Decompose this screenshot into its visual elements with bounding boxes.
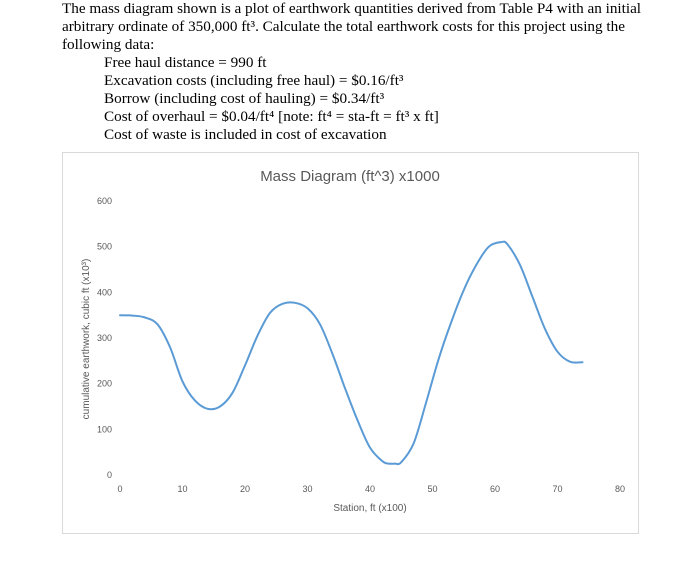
mass-diagram-line xyxy=(119,240,584,466)
x-tick-label: 30 xyxy=(302,484,312,494)
x-tick-label: 50 xyxy=(427,484,437,494)
y-tick-label: 400 xyxy=(97,287,112,297)
given-excavation-cost: Excavation costs (including free haul) =… xyxy=(104,72,404,89)
given-borrow-cost: Borrow (including cost of hauling) = $0.… xyxy=(104,90,385,107)
given-waste-note: Cost of waste is included in cost of exc… xyxy=(104,126,387,143)
y-tick-label: 0 xyxy=(107,470,112,480)
problem-intro-line-3: following data: xyxy=(62,36,155,53)
x-tick-labels: 0 10 20 30 40 50 60 70 80 xyxy=(117,484,625,494)
chart-title: Mass Diagram (ft^3) x1000 xyxy=(260,168,440,185)
x-tick-label: 0 xyxy=(117,484,122,494)
y-tick-labels: 0 100 200 300 400 500 600 xyxy=(97,196,112,480)
problem-intro-line-2: arbitrary ordinate of 350,000 ft³. Calcu… xyxy=(62,18,625,35)
y-tick-label: 100 xyxy=(97,424,112,434)
y-tick-label: 600 xyxy=(97,196,112,206)
y-tick-label: 300 xyxy=(97,333,112,343)
given-overhaul-cost: Cost of overhaul = $0.04/ft⁴ [note: ft⁴ … xyxy=(104,108,439,125)
problem-statement: The mass diagram shown is a plot of eart… xyxy=(62,0,662,144)
x-tick-label: 80 xyxy=(615,484,625,494)
given-free-haul: Free haul distance = 990 ft xyxy=(104,54,267,71)
mass-diagram-chart: Mass Diagram (ft^3) x1000 Station, ft (x… xyxy=(62,152,639,534)
x-tick-label: 40 xyxy=(365,484,375,494)
x-tick-label: 10 xyxy=(177,484,187,494)
x-axis-label: Station, ft (x100) xyxy=(333,503,406,514)
y-tick-label: 500 xyxy=(97,242,112,252)
given-data-list: Free haul distance = 990 ft Excavation c… xyxy=(104,54,662,144)
x-tick-label: 20 xyxy=(240,484,250,494)
x-tick-label: 70 xyxy=(552,484,562,494)
x-tick-label: 60 xyxy=(490,484,500,494)
chart-svg: Mass Diagram (ft^3) x1000 Station, ft (x… xyxy=(81,168,625,514)
y-tick-label: 200 xyxy=(97,379,112,389)
y-axis-label: cumulative earthwork, cubic ft (x10³) xyxy=(81,259,92,420)
problem-intro-line-1: The mass diagram shown is a plot of eart… xyxy=(62,0,642,17)
